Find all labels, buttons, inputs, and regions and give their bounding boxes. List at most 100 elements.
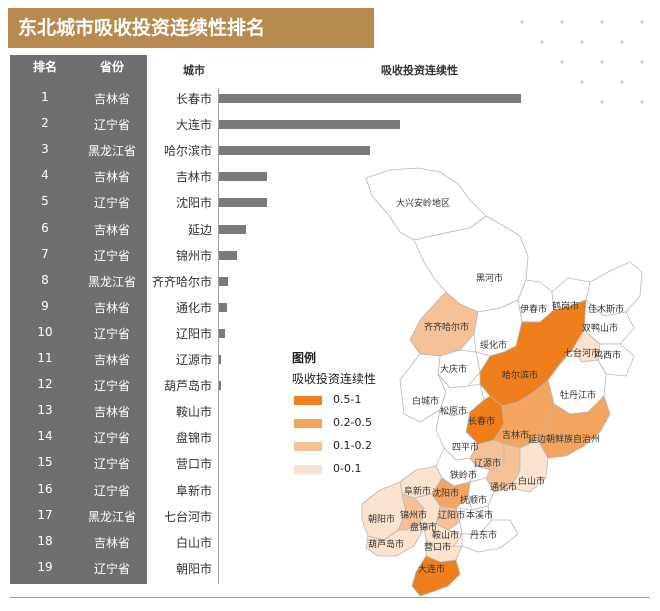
rank-cell: 8 bbox=[41, 272, 49, 287]
province-cell: 吉林省 bbox=[93, 405, 130, 420]
city-tick-label: 齐齐哈尔市 bbox=[151, 274, 212, 289]
map-region-label: 大庆市 bbox=[440, 363, 467, 375]
map-region-label: 营口市 bbox=[424, 541, 451, 553]
map-region-label: 大兴安岭地区 bbox=[396, 197, 450, 209]
map-region-label: 佳木斯市 bbox=[588, 303, 624, 315]
rank-table-panel bbox=[10, 55, 147, 584]
province-cell: 吉林省 bbox=[93, 535, 130, 550]
bar bbox=[219, 172, 268, 182]
rank-cell: 17 bbox=[37, 507, 53, 522]
province-cell: 辽宁省 bbox=[93, 248, 130, 263]
rank-cell: 4 bbox=[41, 168, 49, 183]
rank-cell: 7 bbox=[41, 246, 49, 261]
header-metric: 吸收投资连续性 bbox=[381, 64, 458, 77]
map-region-label: 长春市 bbox=[468, 415, 495, 427]
province-cell: 辽宁省 bbox=[93, 431, 130, 446]
province-cell: 吉林省 bbox=[93, 170, 130, 185]
province-cell: 辽宁省 bbox=[93, 118, 130, 133]
map-region-label: 四平市 bbox=[452, 441, 479, 453]
map-region-label: 牡丹江市 bbox=[560, 389, 596, 401]
map-region-label: 葫芦岛市 bbox=[368, 538, 404, 550]
bar bbox=[219, 328, 226, 338]
bottom-divider bbox=[10, 597, 650, 598]
map-region-label: 哈尔滨市 bbox=[502, 369, 538, 381]
city-tick-label: 通化市 bbox=[175, 300, 212, 315]
bar bbox=[219, 276, 229, 286]
province-cell: 辽宁省 bbox=[93, 326, 130, 341]
province-cell: 辽宁省 bbox=[93, 457, 130, 472]
map-region-label: 丹东市 bbox=[470, 529, 497, 541]
city-tick-label: 沈阳市 bbox=[175, 196, 212, 211]
city-tick-label: 辽源市 bbox=[175, 353, 212, 367]
bar bbox=[219, 302, 227, 312]
bar bbox=[219, 94, 521, 103]
city-tick-label: 朝阳市 bbox=[175, 561, 212, 576]
map-region-label: 白山市 bbox=[518, 475, 545, 487]
map-region-label: 大连市 bbox=[418, 563, 445, 575]
legend-swatch bbox=[294, 419, 322, 428]
map-region-label: 朝阳市 bbox=[368, 513, 395, 525]
legend-subtitle: 吸收投资连续性 bbox=[292, 372, 377, 386]
map-region-label: 本溪市 bbox=[466, 509, 493, 521]
header-province: 省份 bbox=[100, 60, 125, 74]
rank-cell: 1 bbox=[41, 90, 49, 104]
rank-cell: 9 bbox=[41, 298, 49, 313]
province-cell: 辽宁省 bbox=[93, 561, 130, 576]
rank-cell: 19 bbox=[37, 559, 53, 574]
map-region-label: 抚顺市 bbox=[460, 494, 487, 506]
legend-label: 0.5-1 bbox=[333, 393, 362, 406]
rank-cell: 6 bbox=[41, 220, 49, 235]
rank-cell: 5 bbox=[41, 194, 49, 209]
province-cell: 吉林省 bbox=[93, 222, 130, 237]
rank-cell: 16 bbox=[37, 481, 53, 496]
rank-cell: 12 bbox=[37, 377, 53, 392]
city-tick-label: 鞍山市 bbox=[175, 405, 212, 420]
city-tick-label: 阜新市 bbox=[175, 483, 212, 498]
map-region-label: 齐齐哈尔市 bbox=[424, 321, 469, 333]
rank-cell: 10 bbox=[37, 324, 53, 339]
bar bbox=[219, 381, 221, 391]
province-cell: 辽宁省 bbox=[93, 196, 130, 211]
legend-label: 0-0.1 bbox=[333, 462, 362, 475]
province-cell: 黑龙江省 bbox=[87, 509, 136, 524]
city-tick-label: 七台河市 bbox=[163, 509, 212, 524]
province-cell: 辽宁省 bbox=[93, 483, 130, 498]
bar bbox=[219, 120, 401, 130]
decorative-dot-pattern bbox=[520, 20, 644, 104]
rank-cell: 3 bbox=[41, 142, 49, 157]
map-region-label: 锦州市 bbox=[400, 509, 427, 521]
map-region-label: 辽阳市 bbox=[438, 509, 465, 521]
city-tick-label: 葫芦岛市 bbox=[163, 379, 212, 394]
legend-swatch bbox=[294, 396, 322, 405]
city-tick-label: 锦州市 bbox=[175, 248, 212, 263]
map-region-label: 通化市 bbox=[490, 481, 517, 493]
map-region-label: 辽源市 bbox=[474, 457, 501, 469]
map-region-label: 鹤岗市 bbox=[552, 300, 579, 312]
city-tick-label: 吉林市 bbox=[175, 170, 212, 185]
map-region-label: 铁岭市 bbox=[450, 469, 477, 481]
city-tick-label: 白山市 bbox=[175, 535, 212, 550]
city-tick-label: 哈尔滨市 bbox=[163, 144, 212, 159]
map-region-label: 吉林市 bbox=[502, 429, 529, 441]
map-region-label: 鞍山市 bbox=[432, 529, 459, 541]
header-city: 城市 bbox=[183, 64, 205, 77]
rank-cell: 18 bbox=[37, 533, 53, 548]
map-region-label: 阜新市 bbox=[404, 485, 431, 497]
city-tick-label: 长春市 bbox=[175, 92, 212, 106]
map-region-label: 绥化市 bbox=[480, 339, 507, 351]
rank-cell: 2 bbox=[41, 116, 49, 131]
bar bbox=[219, 198, 268, 208]
map-region-label: 松原市 bbox=[440, 405, 467, 417]
map-region bbox=[461, 519, 519, 553]
rank-cell: 15 bbox=[37, 455, 53, 470]
map-region-label: 双鸭山市 bbox=[582, 322, 618, 334]
bar-axis bbox=[218, 88, 219, 584]
legend-swatch bbox=[294, 442, 322, 451]
city-tick-label: 大连市 bbox=[175, 118, 212, 133]
city-tick-label: 延边 bbox=[187, 222, 212, 237]
province-cell: 吉林省 bbox=[93, 92, 130, 106]
header-rank: 排名 bbox=[33, 60, 58, 74]
province-cell: 辽宁省 bbox=[93, 379, 130, 394]
map-region bbox=[537, 395, 611, 459]
province-cell: 黑龙江省 bbox=[87, 144, 136, 159]
